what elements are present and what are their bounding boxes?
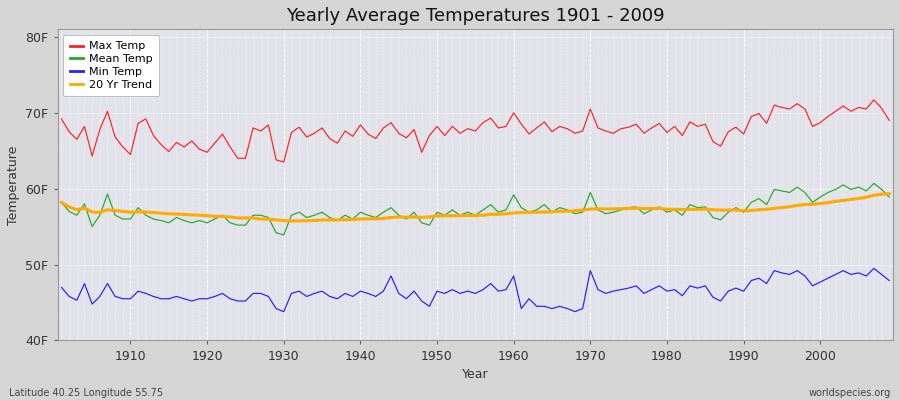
X-axis label: Year: Year <box>462 368 489 381</box>
Title: Yearly Average Temperatures 1901 - 2009: Yearly Average Temperatures 1901 - 2009 <box>286 7 665 25</box>
Legend: Max Temp, Mean Temp, Min Temp, 20 Yr Trend: Max Temp, Mean Temp, Min Temp, 20 Yr Tre… <box>63 35 159 96</box>
Text: worldspecies.org: worldspecies.org <box>809 388 891 398</box>
Text: Latitude 40.25 Longitude 55.75: Latitude 40.25 Longitude 55.75 <box>9 388 163 398</box>
Y-axis label: Temperature: Temperature <box>7 145 20 224</box>
